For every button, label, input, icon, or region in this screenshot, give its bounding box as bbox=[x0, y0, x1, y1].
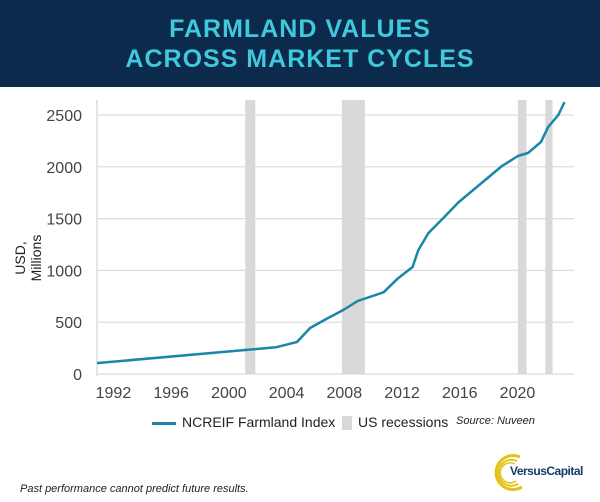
recession-band bbox=[245, 100, 256, 374]
data-point bbox=[539, 140, 543, 144]
logo-swoosh-icon bbox=[494, 454, 523, 492]
footer-disclaimer: Past performance cannot predict future r… bbox=[20, 483, 249, 495]
y-tick-label: 2500 bbox=[46, 108, 82, 125]
header: FARMLAND VALUES ACROSS MARKET CYCLES bbox=[0, 0, 600, 87]
y-tick-label: 1500 bbox=[46, 212, 82, 229]
data-point bbox=[547, 125, 550, 129]
data-point bbox=[275, 345, 279, 349]
data-point bbox=[427, 231, 430, 235]
x-tick-label: 2020 bbox=[500, 385, 536, 402]
legend-series-label: NCREIF Farmland Index bbox=[182, 414, 336, 430]
data-point bbox=[396, 276, 400, 280]
y-axis-label: USD, Millions bbox=[12, 234, 44, 282]
data-point bbox=[457, 200, 460, 204]
data-point bbox=[308, 326, 312, 330]
x-tick-label: 2000 bbox=[211, 385, 247, 402]
data-point bbox=[500, 164, 504, 168]
data-point bbox=[324, 317, 328, 321]
data-point bbox=[526, 151, 530, 155]
data-point bbox=[96, 361, 100, 365]
legend-recession-label: US recessions bbox=[358, 414, 449, 430]
data-point bbox=[557, 113, 560, 117]
data-point bbox=[471, 188, 475, 192]
data-point bbox=[295, 340, 299, 344]
data-point bbox=[382, 290, 385, 294]
x-tick-label: 2016 bbox=[442, 385, 478, 402]
x-tick-label: 2008 bbox=[327, 385, 363, 402]
data-point bbox=[243, 348, 247, 352]
x-tick-label: 1996 bbox=[153, 385, 189, 402]
data-point bbox=[356, 299, 359, 303]
recession-band bbox=[341, 100, 365, 374]
x-tick-label: 1992 bbox=[96, 385, 132, 402]
data-point bbox=[342, 308, 345, 312]
legend-recession-swatch bbox=[342, 416, 352, 431]
data-point bbox=[516, 154, 520, 158]
data-point bbox=[443, 215, 446, 219]
legend-series: NCREIF Farmland Index bbox=[152, 414, 335, 430]
recession-band bbox=[545, 100, 553, 374]
data-point bbox=[417, 248, 420, 252]
data-point bbox=[411, 265, 414, 269]
title-line-1: FARMLAND VALUES bbox=[169, 14, 431, 43]
data-point bbox=[562, 101, 566, 105]
recession-band bbox=[517, 100, 527, 374]
legend-recessions: US recessions bbox=[342, 414, 449, 431]
logo-text: VersusCapital bbox=[510, 464, 583, 478]
series-line-ncreif bbox=[97, 102, 566, 365]
y-tick-label: 2000 bbox=[46, 160, 82, 177]
data-point bbox=[486, 176, 489, 180]
source-note: Source: Nuveen bbox=[456, 415, 535, 427]
x-tick-label: 2012 bbox=[384, 385, 420, 402]
versus-capital-logo: VersusCapital bbox=[490, 451, 586, 495]
y-tick-label: 500 bbox=[55, 315, 82, 332]
legend-line-swatch bbox=[152, 421, 176, 425]
y-tick-label: 0 bbox=[73, 367, 82, 384]
x-tick-label: 2004 bbox=[269, 385, 305, 402]
y-tick-label: 1000 bbox=[46, 263, 82, 280]
title-line-2: ACROSS MARKET CYCLES bbox=[125, 44, 475, 73]
